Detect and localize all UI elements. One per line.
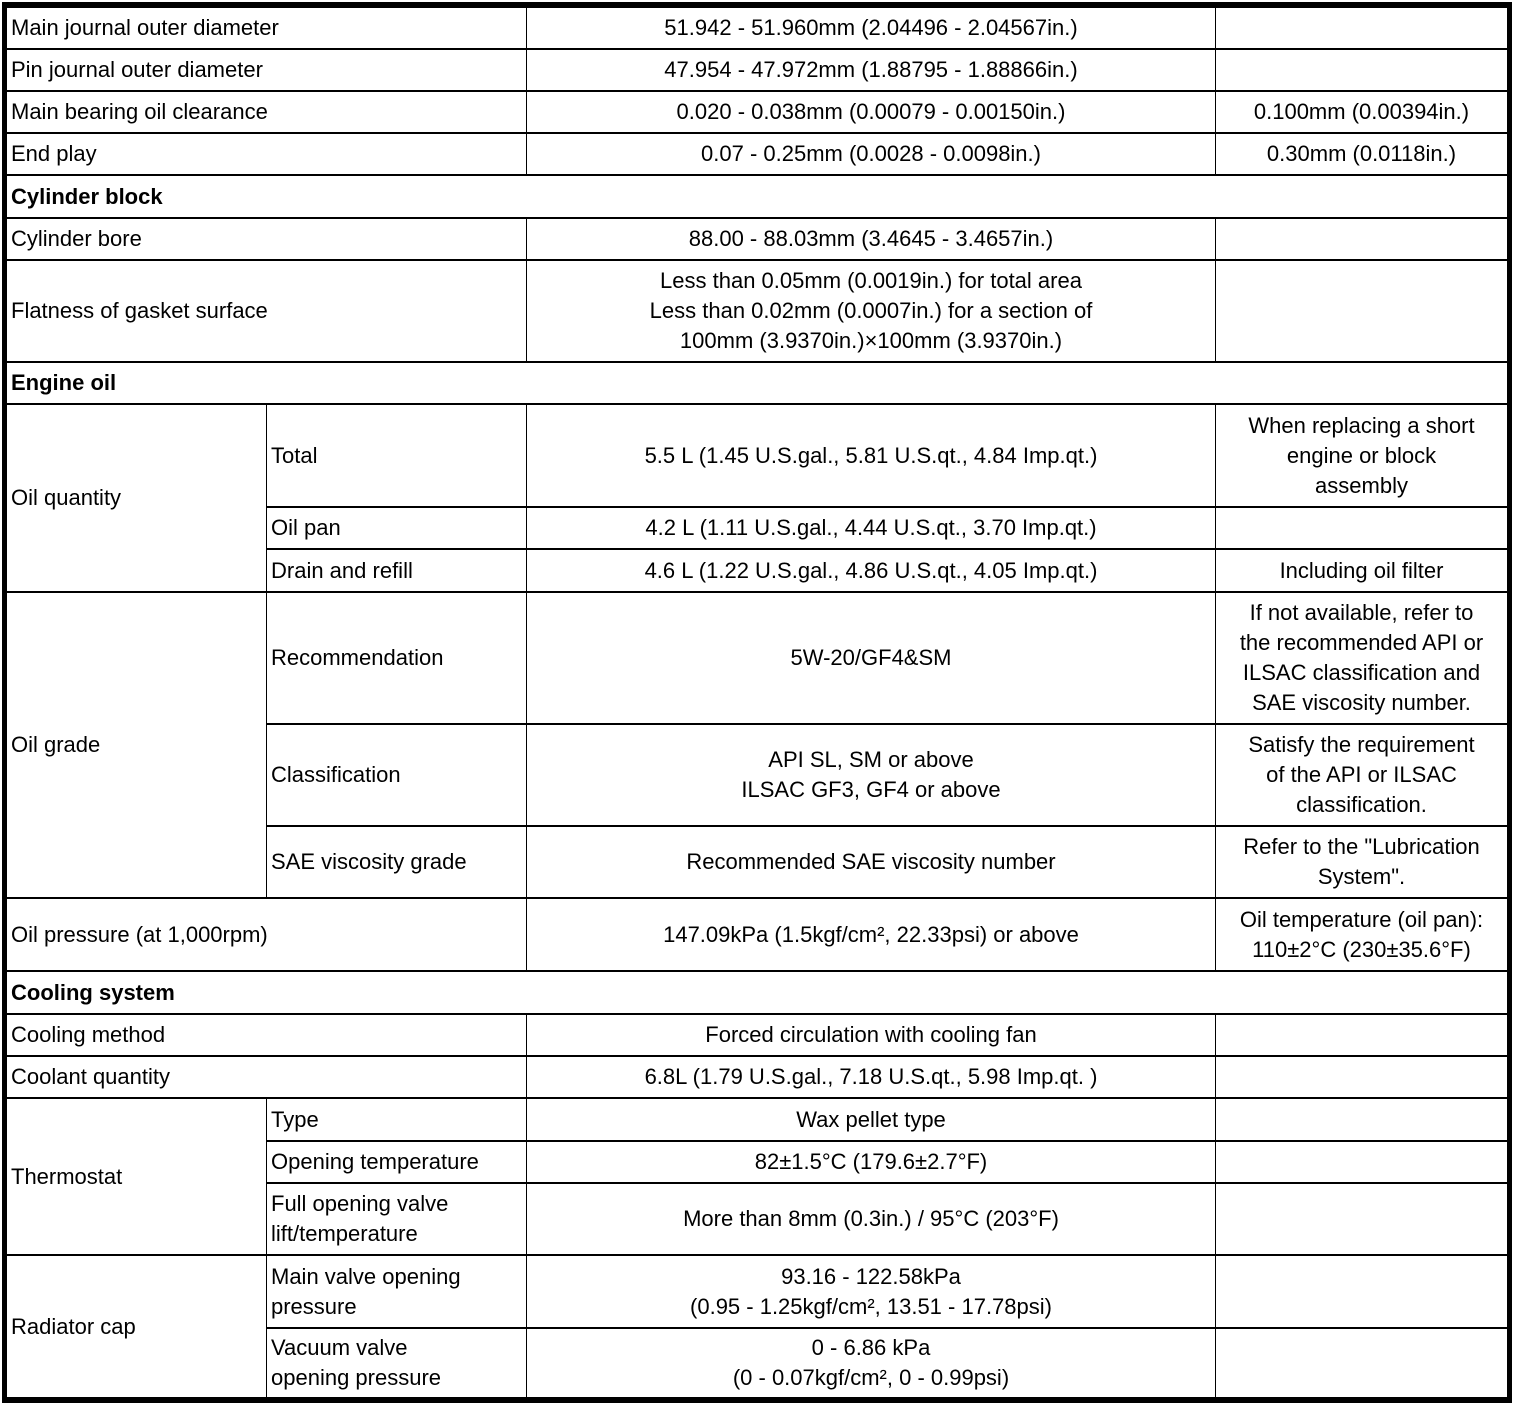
spec-value: 0.020 - 0.038mm (0.00079 - 0.00150in.) (526, 90, 1216, 134)
table-row: Oil quantity Total 5.5 L (1.45 U.S.gal.,… (6, 403, 1508, 593)
note-value (1215, 1013, 1508, 1057)
table-row: Opening temperature 82±1.5°C (179.6±2.7°… (7, 1140, 1508, 1184)
note-value (1215, 1055, 1508, 1099)
row-label: Cylinder bore (6, 217, 527, 261)
row-label: Oil pan (266, 506, 527, 550)
section-heading: Engine oil (6, 361, 1508, 405)
table-row: Thermostat Type Wax pellet type (6, 1097, 1508, 1256)
spec-value: Wax pellet type (526, 1097, 1216, 1142)
spec-value: 0 - 6.86 kPa (0 - 0.07kgf/cm², 0 - 0.99p… (526, 1327, 1216, 1399)
group-label: Radiator cap (6, 1254, 267, 1399)
row-label: Flatness of gasket surface (6, 259, 527, 363)
section-row: Cooling system (6, 970, 1508, 1015)
row-label: Vacuum valve opening pressure (266, 1327, 527, 1399)
note-value: If not available, refer to the recommend… (1215, 591, 1508, 725)
limit-value: 0.30mm (0.0118in.) (1215, 132, 1508, 176)
table-row: End play 0.07 - 0.25mm (0.0028 - 0.0098i… (6, 132, 1508, 176)
spec-value: 51.942 - 51.960mm (2.04496 - 2.04567in.) (526, 6, 1216, 50)
section-row: Cylinder block (6, 174, 1508, 219)
spec-value: 4.6 L (1.22 U.S.gal., 4.86 U.S.qt., 4.05… (526, 548, 1216, 593)
note-value: Including oil filter (1215, 548, 1508, 593)
table-row: Drain and refill 4.6 L (1.22 U.S.gal., 4… (7, 548, 1508, 593)
row-label: Main valve opening pressure (266, 1254, 527, 1329)
spec-value: 82±1.5°C (179.6±2.7°F) (526, 1140, 1216, 1184)
row-label: Total (266, 403, 527, 508)
limit-value (1215, 217, 1508, 261)
row-label: Drain and refill (266, 548, 527, 593)
note-value (1215, 1182, 1508, 1256)
row-label: Main journal outer diameter (6, 6, 527, 50)
spec-value: 4.2 L (1.11 U.S.gal., 4.44 U.S.qt., 3.70… (526, 506, 1216, 550)
spec-value: 93.16 - 122.58kPa (0.95 - 1.25kgf/cm², 1… (526, 1254, 1216, 1329)
table-row: Radiator cap Main valve opening pressure… (6, 1254, 1508, 1399)
limit-value (1215, 259, 1508, 363)
spec-value: More than 8mm (0.3in.) / 95°C (203°F) (526, 1182, 1216, 1256)
row-label: Classification (266, 723, 527, 827)
limit-value: 0.100mm (0.00394in.) (1215, 90, 1508, 134)
spec-value: 147.09kPa (1.5kgf/cm², 22.33psi) or abov… (526, 897, 1216, 972)
table-row: Cylinder bore 88.00 - 88.03mm (3.4645 - … (6, 217, 1508, 261)
note-value: Satisfy the requirement of the API or IL… (1215, 723, 1508, 827)
row-label: End play (6, 132, 527, 176)
row-label: SAE viscosity grade (266, 825, 527, 899)
note-value (1215, 1327, 1508, 1399)
note-value (1215, 1097, 1508, 1142)
spec-value: 88.00 - 88.03mm (3.4645 - 3.4657in.) (526, 217, 1216, 261)
group-label: Thermostat (6, 1097, 267, 1256)
spec-value: 6.8L (1.79 U.S.gal., 7.18 U.S.qt., 5.98 … (526, 1055, 1216, 1099)
note-value (1215, 1140, 1508, 1184)
group-label: Oil quantity (6, 403, 267, 593)
spec-value: API SL, SM or above ILSAC GF3, GF4 or ab… (526, 723, 1216, 827)
row-label: Type (266, 1097, 527, 1142)
table-row: Vacuum valve opening pressure 0 - 6.86 k… (7, 1327, 1508, 1399)
table-row: Full opening valve lift/temperature More… (7, 1182, 1508, 1256)
limit-value (1215, 6, 1508, 50)
table-row: Oil pan 4.2 L (1.11 U.S.gal., 4.44 U.S.q… (7, 506, 1508, 550)
spec-value: 47.954 - 47.972mm (1.88795 - 1.88866in.) (526, 48, 1216, 92)
row-label: Oil pressure (at 1,000rpm) (6, 897, 527, 972)
row-label: Opening temperature (266, 1140, 527, 1184)
table-row: Main bearing oil clearance 0.020 - 0.038… (6, 90, 1508, 134)
group-label: Oil grade (6, 591, 267, 899)
table-row: Oil grade Recommendation 5W-20/GF4&SM If… (6, 591, 1508, 899)
table-row: Coolant quantity 6.8L (1.79 U.S.gal., 7.… (6, 1055, 1508, 1099)
spec-value: Recommended SAE viscosity number (526, 825, 1216, 899)
note-value: Oil temperature (oil pan): 110±2°C (230±… (1215, 897, 1508, 972)
section-heading: Cooling system (6, 970, 1508, 1015)
table-row: SAE viscosity grade Recommended SAE visc… (7, 825, 1508, 899)
note-value: When replacing a short engine or block a… (1215, 403, 1508, 508)
section-heading: Cylinder block (6, 174, 1508, 219)
note-value: Refer to the "Lubrication System". (1215, 825, 1508, 899)
table-row: Oil pressure (at 1,000rpm) 147.09kPa (1.… (6, 897, 1508, 972)
table-row: Cooling method Forced circulation with c… (6, 1013, 1508, 1057)
table-row: Flatness of gasket surface Less than 0.0… (6, 259, 1508, 363)
row-label: Pin journal outer diameter (6, 48, 527, 92)
note-value (1215, 1254, 1508, 1329)
table-row: Main journal outer diameter 51.942 - 51.… (6, 6, 1508, 50)
row-label: Main bearing oil clearance (6, 90, 527, 134)
row-label: Coolant quantity (6, 1055, 527, 1099)
spec-value: 5.5 L (1.45 U.S.gal., 5.81 U.S.qt., 4.84… (526, 403, 1216, 508)
row-label: Cooling method (6, 1013, 527, 1057)
row-label: Full opening valve lift/temperature (266, 1182, 527, 1256)
note-value (1215, 506, 1508, 550)
section-row: Engine oil (6, 361, 1508, 405)
table-row: Pin journal outer diameter 47.954 - 47.9… (6, 48, 1508, 92)
spec-value: Less than 0.05mm (0.0019in.) for total a… (526, 259, 1216, 363)
spec-value: Forced circulation with cooling fan (526, 1013, 1216, 1057)
spec-value: 0.07 - 0.25mm (0.0028 - 0.0098in.) (526, 132, 1216, 176)
spec-value: 5W-20/GF4&SM (526, 591, 1216, 725)
limit-value (1215, 48, 1508, 92)
row-label: Recommendation (266, 591, 527, 725)
table-row: Classification API SL, SM or above ILSAC… (7, 723, 1508, 827)
